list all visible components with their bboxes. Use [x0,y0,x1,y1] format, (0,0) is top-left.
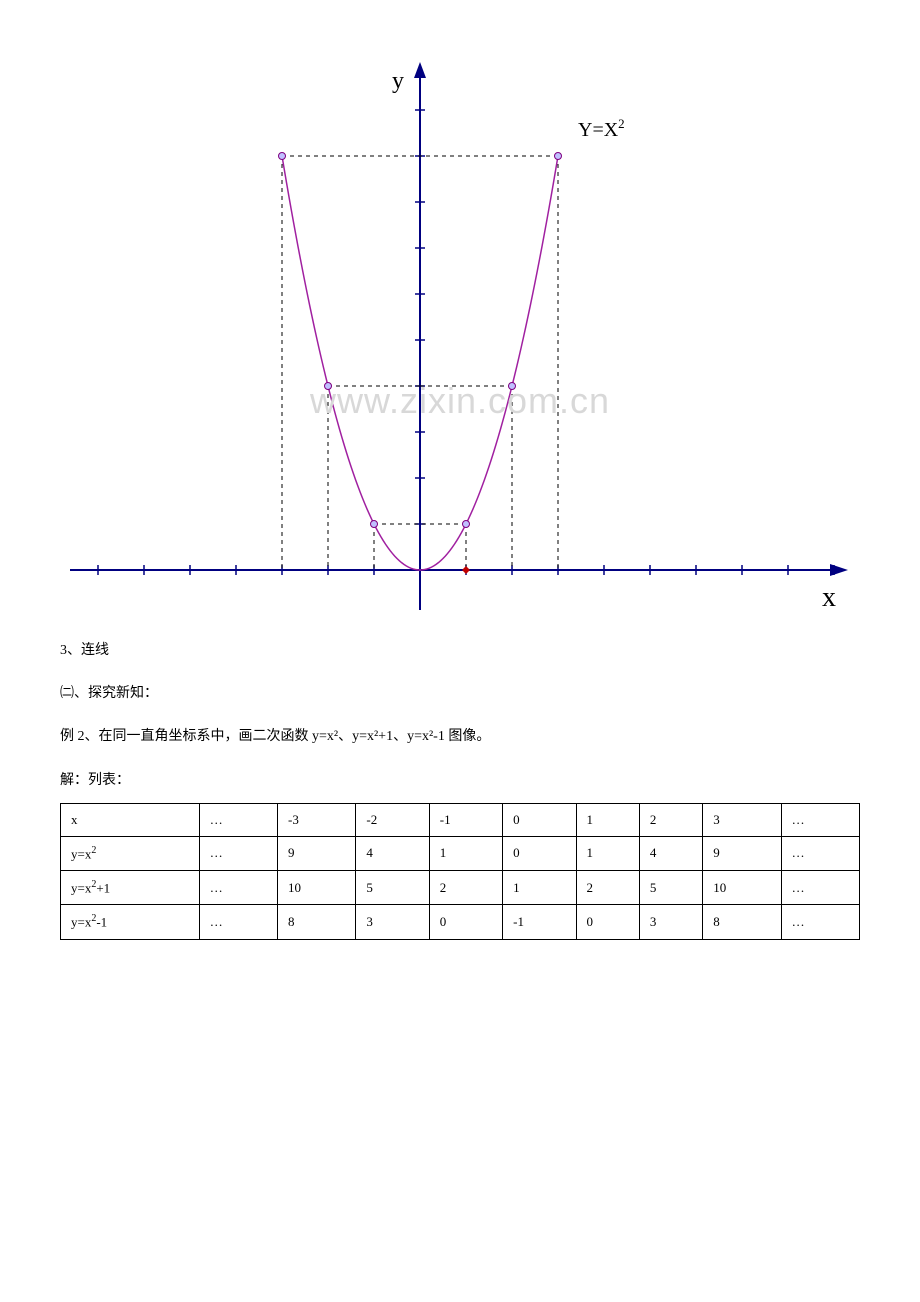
table-cell: 0 [503,836,576,870]
table-cell: 4 [639,836,702,870]
table-cell: … [781,905,859,939]
table-cell: x [61,803,200,836]
table-cell: 2 [639,803,702,836]
table-cell: 5 [639,871,702,905]
table-cell: 10 [703,871,781,905]
table-cell: 1 [576,803,639,836]
table-row: y=x2-1…830-1038… [61,905,860,939]
table-cell: 1 [503,871,576,905]
table-row: y=x2…9410149… [61,836,860,870]
chart-container: www.zixin.com.cn yxY=X2 [60,60,860,620]
table-cell: … [199,905,277,939]
table-cell: 2 [429,871,502,905]
table-cell: … [781,803,859,836]
text-line-2: ㈡、探究新知： [60,681,860,706]
table-cell: 0 [429,905,502,939]
table-row: y=x2+1…105212510… [61,871,860,905]
table-cell: 8 [703,905,781,939]
table-cell: 1 [429,836,502,870]
table-cell: -1 [429,803,502,836]
text-line-1: 3、连线 [60,638,860,663]
table-cell: … [781,836,859,870]
text-line-3: 例 2、在同一直角坐标系中，画二次函数 y=x²、y=x²+1、y=x²-1 图… [60,724,860,749]
table-cell: y=x2-1 [61,905,200,939]
table-cell: y=x2+1 [61,871,200,905]
function-value-table: x…-3-2-10123…y=x2…9410149…y=x2+1…1052125… [60,803,860,940]
text-line-4: 解：列表： [60,768,860,793]
table-cell: … [199,803,277,836]
table-row: x…-3-2-10123… [61,803,860,836]
table-cell: -2 [356,803,429,836]
parabola-chart: y x Y=X2 [70,60,850,620]
table-cell: 10 [278,871,356,905]
table-cell: … [781,871,859,905]
svg-text:y: y [392,68,404,94]
table-cell: -1 [503,905,576,939]
table-cell: … [199,871,277,905]
table-cell: 0 [576,905,639,939]
table-cell: 3 [639,905,702,939]
table-cell: 2 [576,871,639,905]
table-cell: 1 [576,836,639,870]
table-cell: y=x2 [61,836,200,870]
table-cell: 4 [356,836,429,870]
table-cell: 0 [503,803,576,836]
table-cell: 8 [278,905,356,939]
svg-text:Y=X2: Y=X2 [578,116,625,141]
table-cell: 9 [278,836,356,870]
table-cell: 3 [356,905,429,939]
table-cell: -3 [278,803,356,836]
table-cell: 5 [356,871,429,905]
table-cell: 9 [703,836,781,870]
table-cell: … [199,836,277,870]
svg-text:x: x [822,582,836,613]
table-cell: 3 [703,803,781,836]
